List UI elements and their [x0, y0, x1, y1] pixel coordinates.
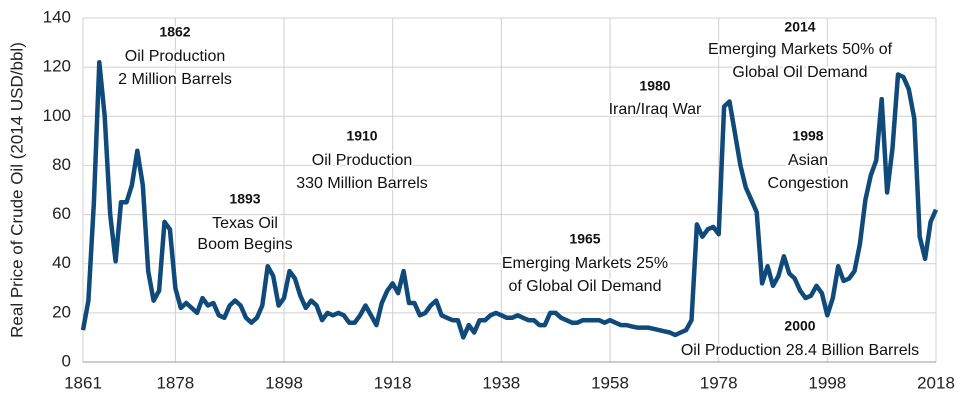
annotation-text: 2 Million Barrels [118, 71, 232, 88]
annotation-text: Emerging Markets 25% [502, 255, 668, 272]
y-tick-label: 0 [62, 351, 71, 370]
annotation-year: 1910 [346, 128, 377, 144]
annotation-year: 1862 [159, 24, 190, 40]
x-tick-label: 2018 [917, 373, 955, 392]
x-tick-label: 1998 [808, 373, 846, 392]
annotation-text: Oil Production [312, 152, 413, 169]
x-tick-label: 1938 [482, 373, 520, 392]
price-line [80, 59, 939, 340]
annotation-text: Boom Begins [197, 236, 292, 253]
annotation-text: 330 Million Barrels [296, 175, 428, 192]
annotation-text: Oil Production [125, 48, 226, 65]
x-tick-label: 1958 [591, 373, 629, 392]
y-axis-label: Real Price of Crude Oil (2014 USD/bbl) [7, 42, 26, 338]
x-tick-label: 1918 [374, 373, 412, 392]
annotation-text: Oil Production 28.4 Billion Barrels [681, 342, 919, 359]
y-tick-label: 60 [52, 204, 71, 223]
annotation-year: 2000 [784, 318, 815, 334]
annotation-text: Iran/Iraq War [609, 101, 702, 118]
annotation-year: 1980 [639, 78, 670, 94]
annotation-text: Texas Oil [212, 215, 278, 232]
y-tick-label: 20 [52, 302, 71, 321]
annotation-year: 1893 [229, 191, 260, 207]
y-tick-label: 140 [43, 7, 71, 26]
y-tick-label: 40 [52, 253, 71, 272]
annotation-text: Global Oil Demand [732, 64, 867, 81]
annotation-text: Asian [788, 152, 828, 169]
annotation-text: Emerging Markets 50% of [708, 41, 893, 58]
x-tick-label: 1861 [64, 373, 102, 392]
y-tick-label: 80 [52, 155, 71, 174]
annotation-text: Congestion [768, 175, 849, 192]
x-tick-label: 1878 [156, 373, 194, 392]
y-tick-label: 100 [43, 106, 71, 125]
y-tick-label: 120 [43, 57, 71, 76]
x-tick-label: 1978 [700, 373, 738, 392]
x-tick-label: 1898 [265, 373, 303, 392]
annotation-year: 1998 [792, 128, 823, 144]
annotation-text: of Global Oil Demand [509, 278, 662, 295]
annotation-year: 1965 [569, 231, 600, 247]
annotation-year: 2014 [784, 19, 815, 35]
